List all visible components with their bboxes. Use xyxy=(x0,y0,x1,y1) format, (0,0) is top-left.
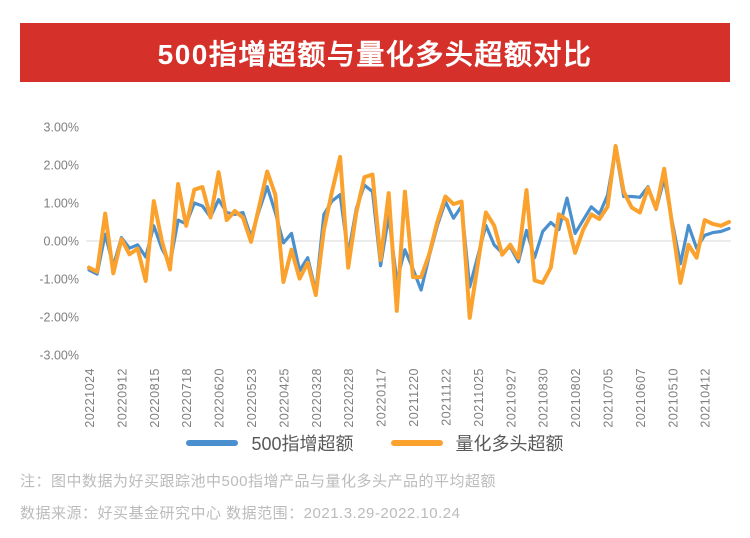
footer-notes: 注：图中数据为好买跟踪池中500指增产品与量化多头产品的平均超额 数据来源：好买… xyxy=(20,470,730,534)
blue-line-swatch-icon xyxy=(186,440,239,446)
x-tick-label: 20220328 xyxy=(310,368,324,428)
footer-note-line: 注：图中数据为好买跟踪池中500指增产品与量化多头产品的平均超额 xyxy=(20,473,497,490)
y-tick-label: -2.00% xyxy=(39,311,79,325)
x-tick-label: 20210412 xyxy=(699,368,713,428)
x-tick-label: 20220620 xyxy=(213,368,227,428)
x-tick-label: 20210802 xyxy=(569,368,583,428)
x-axis-tick-labels: 20221024 20220912 20220815 20220718 20220620… xyxy=(83,368,713,428)
chart-title-banner: 500指增超额与量化多头超额对比 xyxy=(20,23,730,82)
x-tick-label: 20211220 xyxy=(407,368,421,427)
legend-label: 500指增超额 xyxy=(251,434,354,454)
y-tick-label: 1.00% xyxy=(44,197,79,211)
legend-label: 量化多头超额 xyxy=(455,434,564,454)
data-series-lines xyxy=(87,144,731,320)
x-tick-label: 20220912 xyxy=(115,368,129,428)
x-tick-label: 20211025 xyxy=(472,368,486,427)
y-tick-label: 2.00% xyxy=(44,159,79,173)
x-tick-label: 20220815 xyxy=(148,368,162,428)
y-tick-label: 3.00% xyxy=(44,121,79,135)
x-tick-label: 20220523 xyxy=(245,368,259,428)
page-title: 500指增超额与量化多头超额对比 xyxy=(157,38,593,70)
y-tick-label: 0.00% xyxy=(44,235,79,249)
legend-item-500-index-enhanced: 500指增超额 xyxy=(186,430,354,456)
x-tick-label: 20221024 xyxy=(83,368,97,428)
x-tick-label: 20210830 xyxy=(537,368,551,428)
x-tick-label: 20220718 xyxy=(180,368,194,428)
x-tick-label: 20210705 xyxy=(601,368,615,428)
x-tick-label: 20211122 xyxy=(439,368,453,426)
y-tick-label: -3.00% xyxy=(39,349,79,363)
footer-source-line: 数据来源：好买基金研究中心 数据范围：2021.3.29-2022.10.24 xyxy=(20,505,461,522)
y-tick-label: -1.00% xyxy=(39,273,79,287)
legend-item-quant-long: 量化多头超额 xyxy=(390,430,564,456)
x-tick-label: 20220228 xyxy=(342,368,356,428)
x-tick-label: 20210927 xyxy=(504,368,518,428)
chart-legend: 500指增超额 量化多头超额 xyxy=(0,430,750,456)
series-line-1 xyxy=(87,144,731,320)
y-axis-tick-labels: 3.00% 2.00% 1.00% 0.00% -1.00% -2.00% -3.00% xyxy=(39,121,79,363)
x-tick-label: 20210510 xyxy=(666,368,680,428)
orange-line-swatch-icon xyxy=(390,440,443,446)
x-tick-label: 20220117 xyxy=(375,368,389,427)
x-tick-label: 20220425 xyxy=(277,368,291,428)
x-tick-label: 20210607 xyxy=(634,368,648,428)
